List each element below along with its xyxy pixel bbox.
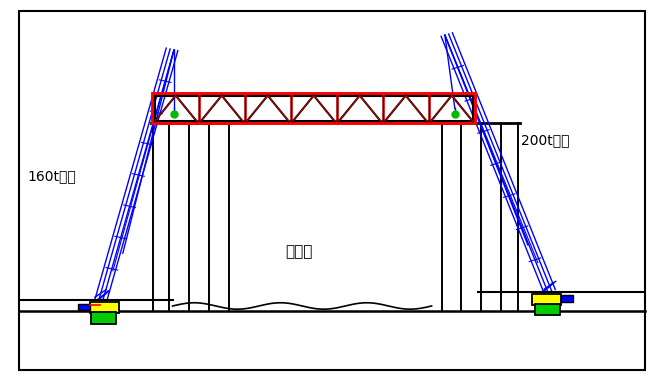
- Bar: [535, 304, 560, 315]
- Bar: [78, 304, 90, 310]
- Bar: [532, 294, 561, 305]
- Bar: [155, 96, 473, 121]
- Bar: [90, 303, 119, 313]
- Bar: [561, 295, 573, 302]
- Text: 160t吊车: 160t吊车: [28, 169, 76, 183]
- Bar: [91, 312, 116, 323]
- Bar: [153, 94, 475, 123]
- Text: 200t吊车: 200t吊车: [521, 134, 570, 148]
- Text: 随塘河: 随塘河: [285, 245, 313, 259]
